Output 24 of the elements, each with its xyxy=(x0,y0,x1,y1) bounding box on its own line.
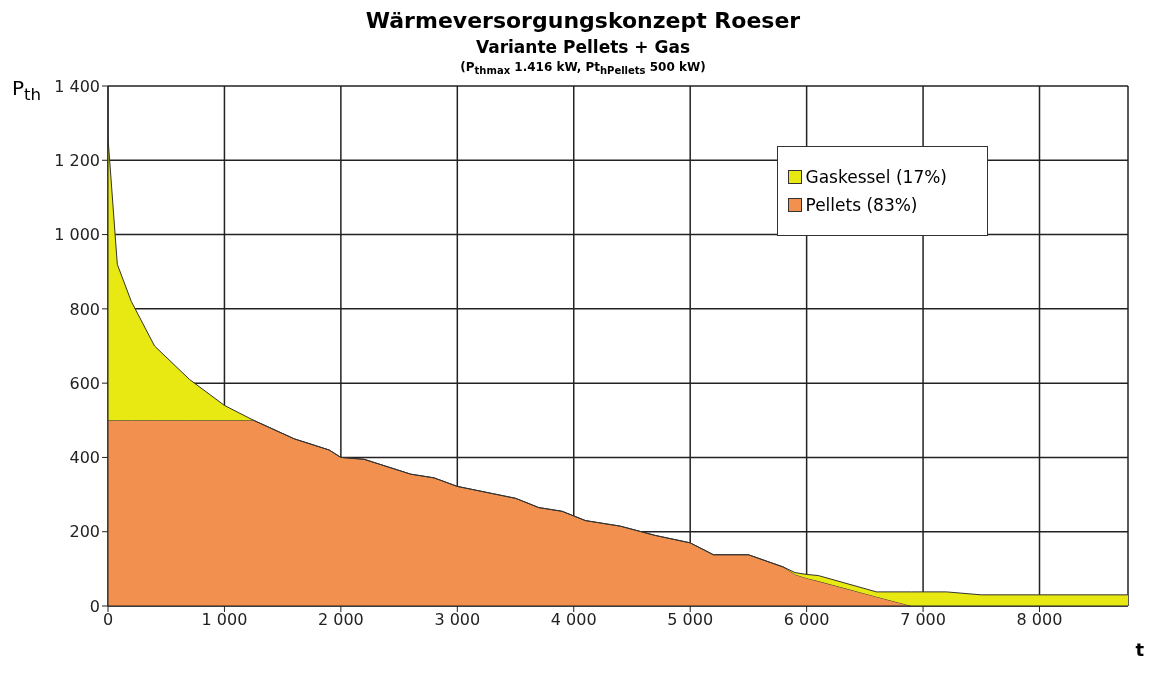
text: (P$_{thmax}$ 1.416 kW, Pt$_{hPellets}$ 500 kW) xyxy=(460,60,706,77)
x-tick-label: 7 000 xyxy=(900,610,946,630)
y-tick-label: 400 xyxy=(69,448,100,468)
chart-subtitle: Variante Pellets + Gas xyxy=(475,37,691,57)
x-tick-label: 4 000 xyxy=(550,610,597,630)
legend-label: Gaskessel (17%) xyxy=(805,167,947,188)
chart-title: Wärmeversorgungskonzept Roeser xyxy=(365,8,801,33)
x-tick-label: 0 xyxy=(102,610,114,630)
legend-label: Pellets (83%) xyxy=(805,195,918,216)
x-tick-label: 1 000 xyxy=(201,610,248,630)
y-tick-label: 600 xyxy=(69,374,100,394)
x-tick-label: 5 000 xyxy=(667,610,714,630)
y-tick-label: 1 400 xyxy=(54,77,100,97)
x-tick-label: 2 000 xyxy=(317,610,364,630)
y-tick-label: 1 200 xyxy=(54,151,100,171)
y-axis-title: P$_{th}$ xyxy=(12,76,42,105)
y-tick-label: 0 xyxy=(89,597,100,617)
y-tick-label: 200 xyxy=(69,522,100,542)
y-tick-label: 1 000 xyxy=(54,225,100,245)
y-tick-label: 800 xyxy=(69,299,100,319)
x-axis-title: t xyxy=(1135,639,1144,661)
x-tick-label: 3 000 xyxy=(434,610,481,630)
x-tick-label: 8 000 xyxy=(1016,610,1063,630)
x-tick-label: 6 000 xyxy=(783,610,830,630)
